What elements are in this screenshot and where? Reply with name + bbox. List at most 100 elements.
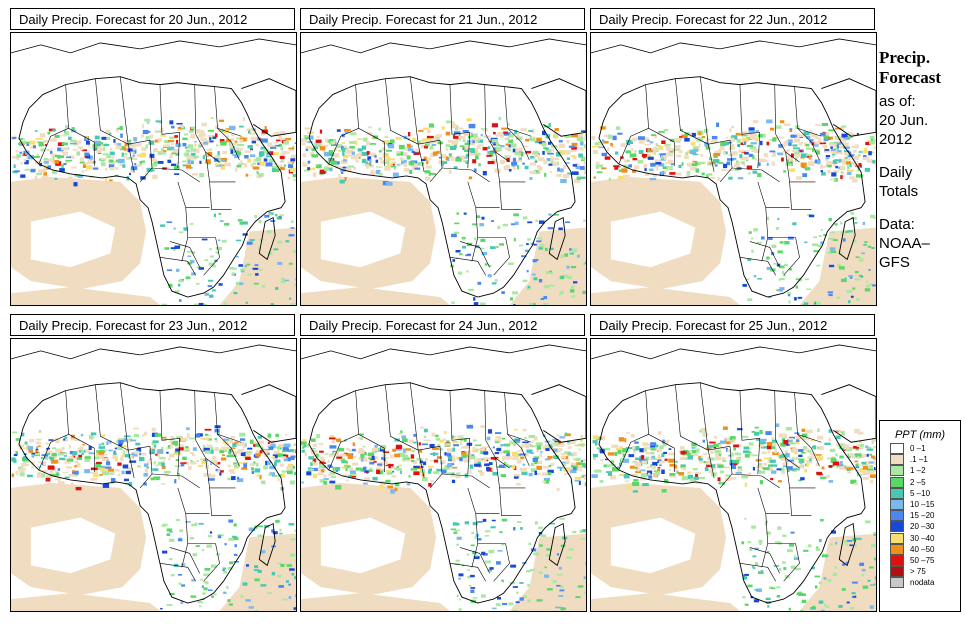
forecast-panel-2: Daily Precip. Forecast for 21 Jun., 2012 [300,8,587,306]
legend-swatch [890,487,904,499]
country-border [195,440,220,469]
country-border [739,84,760,135]
rain-band [301,424,586,611]
legend-label: 0 –1 [910,444,926,453]
precip-map [10,338,297,612]
legend-entry: 1 –2 [880,465,960,477]
dry-zone-south [301,593,450,611]
country-border [159,257,196,276]
legend-label: 10 –15 [910,499,935,509]
country-border [449,563,486,582]
panel-title: Daily Precip. Forecast for 25 Jun., 2012 [590,314,875,336]
africa-coastline [18,382,286,604]
asof-line3: 2012 [879,131,913,148]
country-border [417,144,425,173]
map-svg [301,38,586,305]
country-border [785,152,816,183]
country-border [739,563,776,582]
country-border [217,434,240,467]
country-border [789,181,812,210]
country-border [789,487,812,516]
country-border [471,543,479,568]
country-border [385,384,419,451]
country-border [757,438,761,475]
country-border [95,384,129,451]
country-border [797,434,820,467]
country-border [417,450,425,479]
africa-coastline [308,76,576,298]
legend-swatch [890,532,904,544]
arabia-outline [821,384,876,443]
country-border [65,84,95,143]
country-border [507,128,530,161]
arabia-outline [241,384,296,443]
country-border [757,181,790,209]
dry-zone-south [591,287,740,305]
precip-map [300,32,587,306]
madagascar-outline [838,522,856,567]
legend-swatch [890,521,904,533]
country-border [209,181,232,210]
country-border [484,84,487,135]
panel-title: Daily Precip. Forecast for 20 Jun., 2012 [10,8,295,30]
side-info: Precip. Forecast as of: 20 Jun. 2012 Dai… [879,48,963,272]
dry-zone-indian [509,533,586,611]
country-border [499,487,522,516]
country-border [203,543,220,582]
legend-label: 20 –30 [910,522,935,532]
country-border [127,450,135,479]
arabia-outline [241,78,296,137]
country-border [783,237,800,276]
legend-entry: nodata [880,577,960,589]
map-svg [591,344,876,611]
country-border [761,543,769,568]
dry-zone-indian [799,533,876,611]
dry-zone-indian [219,227,296,305]
europe-coastline [301,344,586,360]
europe-coastline [591,38,876,54]
country-border [159,84,180,135]
legend-rows: 0 –1 .1 –1 1 –2 2 –5 5 –10 10 –15 15 –20 20 –30… [880,443,960,589]
country-border [203,237,220,276]
country-border [797,128,820,161]
country-border [739,257,776,276]
country-border [328,434,359,471]
country-border [707,450,715,479]
legend-entry: 30 –40 [880,532,960,544]
precip-map [590,338,877,612]
europe-coastline [11,38,296,54]
data-source-line1: Data: [879,216,915,233]
panel-title: Daily Precip. Forecast for 21 Jun., 2012 [300,8,585,30]
dry-zone-south [591,593,740,611]
country-border [185,207,216,238]
precip-map [590,32,877,306]
totals-line1: Daily [879,164,913,181]
legend-swatch [890,543,904,555]
country-border [355,84,385,143]
country-border [65,390,95,449]
country-border [151,167,200,183]
legend-label: 15 –20 [910,511,935,521]
country-border [739,390,760,441]
legend-label: .1 –1 [910,455,928,465]
country-border [757,487,790,515]
country-border [449,84,470,135]
side-title-line1: Precip. [879,48,931,67]
country-border [185,513,216,544]
legend-entry: 5 –10 [880,487,960,499]
ocean-calm [610,517,696,574]
legend-swatch [890,566,904,578]
panel-title: Daily Precip. Forecast for 22 Jun., 2012 [590,8,875,30]
ocean-calm [30,517,116,574]
country-border [177,487,210,515]
country-border [484,390,487,441]
data-source-line2: NOAA– [879,235,930,252]
ocean-calm [320,517,406,574]
country-border [467,487,500,515]
legend-label: 2 –5 [910,477,926,487]
country-border [177,132,181,169]
legend-title: PPT (mm) [894,429,946,441]
dry-zone-south [11,287,160,305]
country-border [139,446,153,489]
legend-label: 40 –50 [910,544,935,554]
